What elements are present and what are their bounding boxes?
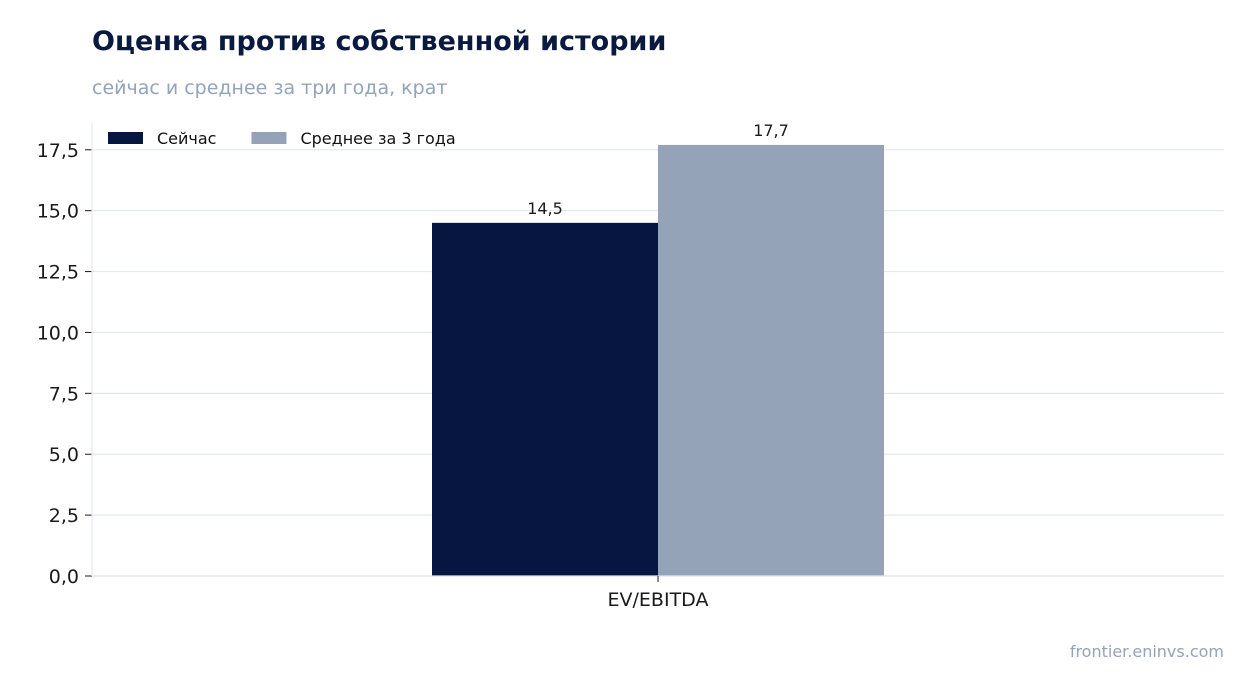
bar bbox=[432, 222, 658, 576]
y-tick-label: 12,5 bbox=[37, 262, 79, 284]
bar bbox=[658, 144, 884, 576]
source-credit: frontier.eninvs.com bbox=[1069, 642, 1224, 661]
y-tick-label: 15,0 bbox=[37, 201, 79, 223]
legend-swatch bbox=[251, 132, 287, 144]
chart-title: Оценка против собственной истории bbox=[92, 26, 667, 57]
y-tick-label: 0,0 bbox=[49, 566, 79, 588]
value-labels: 14,5 17,7 bbox=[527, 121, 789, 218]
chart-subtitle: сейчас и среднее за три года, крат bbox=[92, 77, 448, 99]
y-tick-label: 10,0 bbox=[37, 322, 79, 344]
y-tick-label: 17,5 bbox=[37, 140, 79, 162]
legend: Сейчас Среднее за 3 года bbox=[108, 129, 456, 148]
axes: 0,0 2,5 5,0 7,5 10,0 12,5 15,0 17,5 EV/EBITDA bbox=[37, 123, 1224, 611]
y-tick-label: 5,0 bbox=[49, 444, 79, 466]
bar-value-label: 17,7 bbox=[753, 121, 789, 140]
y-tick-label: 7,5 bbox=[49, 383, 79, 405]
legend-swatch bbox=[108, 132, 143, 144]
y-tick-label: 2,5 bbox=[49, 505, 79, 527]
legend-label: Среднее за 3 года bbox=[300, 129, 455, 148]
legend-label: Сейчас bbox=[157, 129, 216, 148]
bars bbox=[432, 144, 884, 576]
x-tick-label: EV/EBITDA bbox=[608, 589, 709, 611]
bar-value-label: 14,5 bbox=[527, 199, 563, 218]
